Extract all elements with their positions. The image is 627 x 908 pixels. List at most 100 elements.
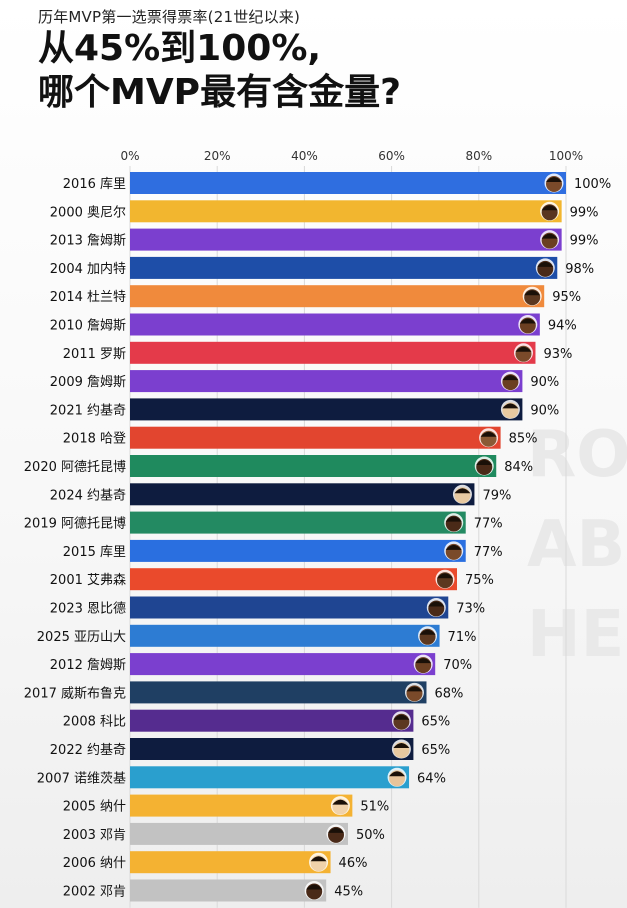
bar <box>130 285 545 308</box>
value-label: 51% <box>360 800 389 815</box>
chart-title-line2: 哪个MVP最有含金量? <box>38 72 401 113</box>
value-label: 100% <box>574 177 611 192</box>
value-label: 77% <box>474 517 503 532</box>
avatar-hair <box>476 460 493 465</box>
value-label: 99% <box>570 205 599 220</box>
avatar-hair <box>502 403 519 409</box>
category-label: 2004 加内特 <box>50 261 126 277</box>
category-label: 2024 约基奇 <box>50 487 126 503</box>
bar <box>130 681 427 704</box>
bar <box>130 794 353 817</box>
avatar-hair <box>415 658 432 664</box>
avatar-hair <box>332 799 349 805</box>
value-label: 75% <box>465 573 494 588</box>
category-label: 2008 科比 <box>63 715 126 730</box>
bar <box>130 370 523 393</box>
value-label: 90% <box>530 375 559 390</box>
category-label: 2011 罗斯 <box>63 347 126 362</box>
category-label: 2022 约基奇 <box>50 742 126 758</box>
x-tick-label: 80% <box>465 149 492 163</box>
avatar-hair <box>454 488 471 494</box>
avatar-hair <box>480 431 497 437</box>
avatar-hair <box>406 686 423 692</box>
avatar-hair <box>437 573 453 579</box>
bar <box>130 426 501 449</box>
category-label: 2012 詹姆斯 <box>50 658 126 673</box>
x-tick-label: 60% <box>378 149 405 163</box>
value-label: 79% <box>482 488 511 503</box>
bar <box>130 822 348 845</box>
value-label: 94% <box>548 319 577 334</box>
value-label: 95% <box>552 290 581 305</box>
background-watermark: ROS ABI HERO <box>527 418 627 672</box>
bar <box>130 511 466 534</box>
bar <box>130 766 410 789</box>
category-label: 2005 纳什 <box>63 800 126 815</box>
category-label: 2006 纳什 <box>63 856 126 871</box>
category-label: 2025 亚历山大 <box>37 630 126 645</box>
x-tick-label: 40% <box>291 149 318 163</box>
bar <box>130 738 414 760</box>
avatar-hair <box>328 827 344 833</box>
avatar-hair <box>546 177 562 182</box>
category-label: 2010 詹姆斯 <box>50 319 126 334</box>
value-label: 73% <box>456 602 485 617</box>
x-tick-label: 20% <box>204 149 231 163</box>
bar <box>130 172 566 194</box>
value-label: 50% <box>356 828 385 843</box>
avatar-hair <box>393 714 410 720</box>
category-label: 2018 哈登 <box>63 432 126 447</box>
avatar-hair <box>428 601 445 607</box>
value-label: 99% <box>570 234 599 249</box>
value-label: 64% <box>417 771 446 786</box>
value-label: 93% <box>543 347 572 362</box>
avatar-hair <box>389 771 406 777</box>
avatar-hair <box>445 544 462 550</box>
category-label: 2000 奥尼尔 <box>50 205 126 220</box>
bar <box>130 653 436 676</box>
category-label: 2020 阿德托昆博 <box>24 460 126 475</box>
avatar-hair <box>419 629 436 635</box>
value-label: 70% <box>443 658 472 673</box>
chart-subtitle: 历年MVP第一选票得票率(21世纪以来) <box>38 8 301 26</box>
avatar-hair <box>515 346 532 352</box>
category-label: 2003 邓肯 <box>63 828 126 843</box>
category-label: 2021 约基奇 <box>50 402 126 418</box>
value-label: 85% <box>509 432 538 447</box>
avatar-hair <box>502 375 519 381</box>
bar <box>130 624 440 647</box>
category-label: 2014 杜兰特 <box>50 290 126 305</box>
avatar-hair <box>537 261 554 267</box>
avatar-hair <box>445 516 462 522</box>
bar <box>130 200 562 223</box>
value-label: 98% <box>565 262 594 277</box>
category-label: 2016 库里 <box>63 176 126 192</box>
avatar-hair <box>310 856 327 862</box>
bar <box>130 539 466 562</box>
bar <box>130 398 523 421</box>
value-label: 45% <box>334 885 363 900</box>
bar <box>130 256 558 279</box>
value-label: 71% <box>448 630 477 645</box>
category-label: 2002 邓肯 <box>63 885 126 900</box>
avatar-hair <box>519 318 536 324</box>
category-label: 2015 库里 <box>63 544 126 560</box>
avatar-hair <box>393 743 410 748</box>
category-label: 2007 诺维茨基 <box>37 771 126 786</box>
category-label: 2019 阿德托昆博 <box>24 517 126 532</box>
value-label: 90% <box>530 403 559 418</box>
avatar-hair <box>306 884 323 890</box>
avatar-hair <box>541 205 558 211</box>
category-label: 2013 詹姆斯 <box>50 234 126 249</box>
value-label: 65% <box>421 743 450 758</box>
bar <box>130 709 414 732</box>
category-label: 2017 威斯布鲁克 <box>24 686 126 701</box>
bar <box>130 455 497 477</box>
x-tick-label: 0% <box>120 149 139 163</box>
chart-title-line1: 从45%到100%, <box>38 28 322 69</box>
category-label: 2001 艾弗森 <box>50 573 126 588</box>
bar <box>130 879 327 902</box>
category-label: 2009 詹姆斯 <box>50 375 126 390</box>
value-label: 65% <box>421 715 450 730</box>
bar <box>130 341 536 364</box>
